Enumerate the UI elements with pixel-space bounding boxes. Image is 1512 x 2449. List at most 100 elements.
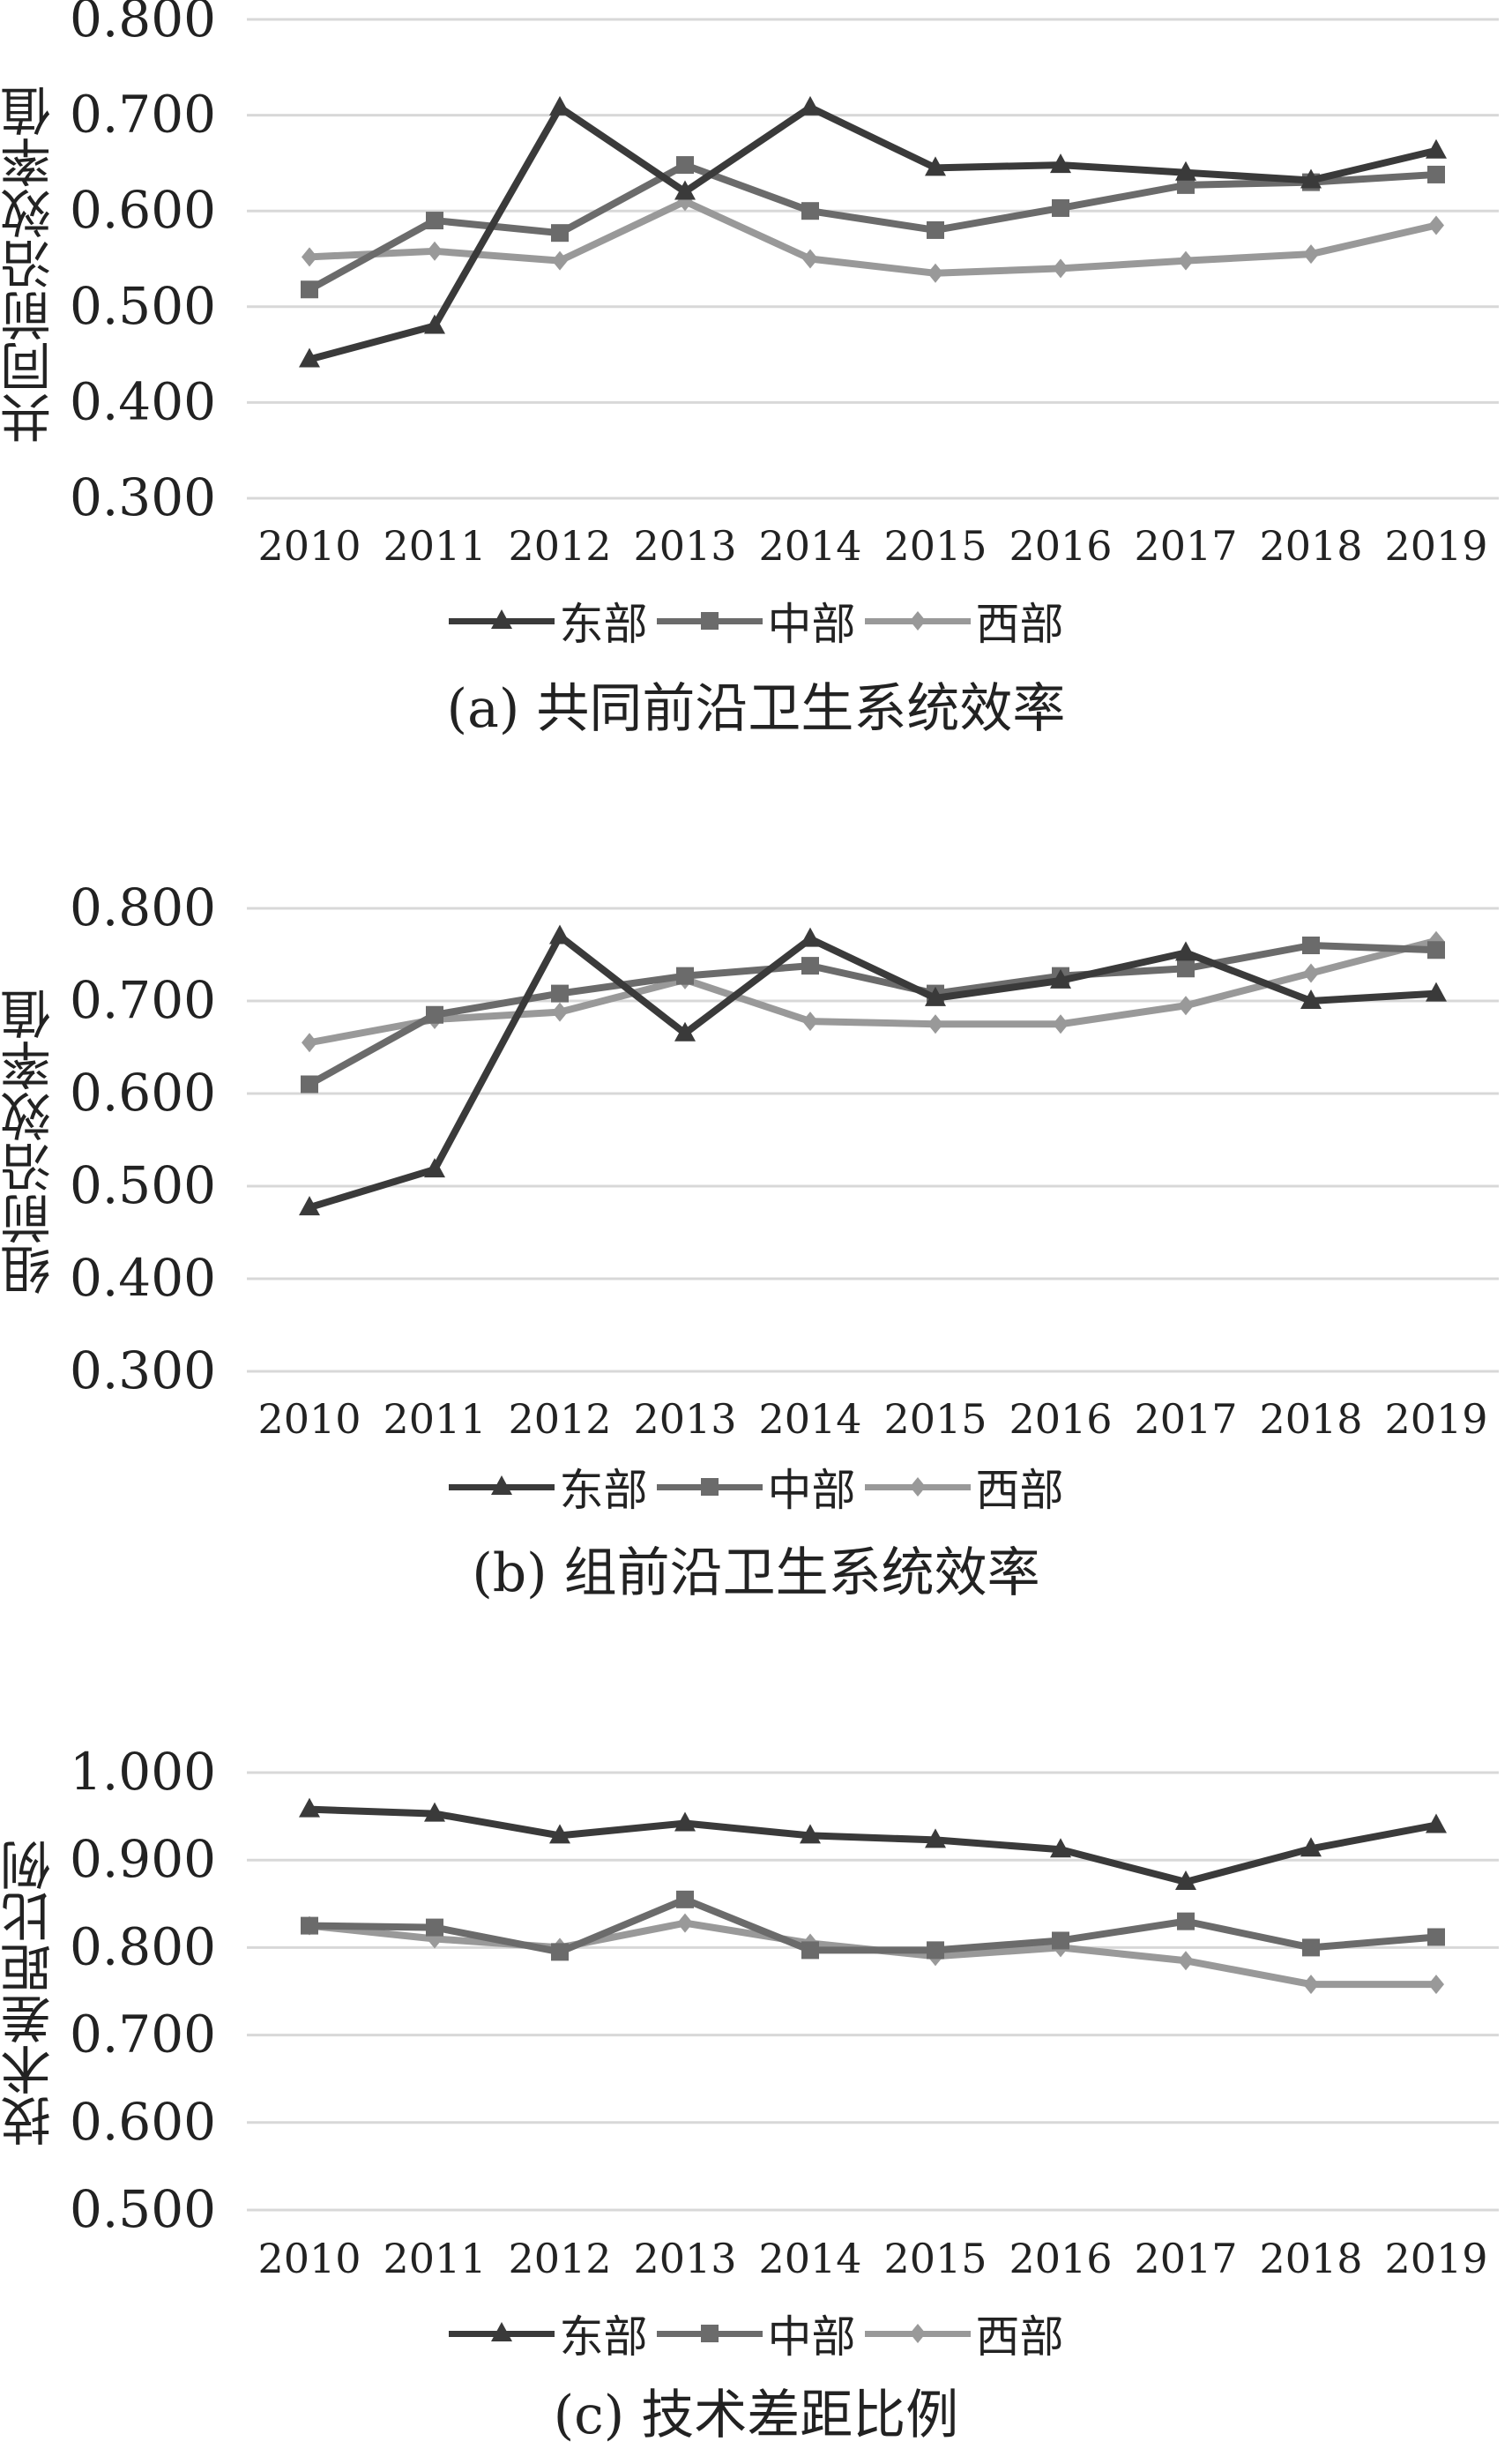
triangle-marker (299, 1196, 320, 1216)
x-tick-label: 2019 (1384, 2235, 1487, 2282)
series-line (309, 1805, 1437, 1885)
square-marker (301, 1916, 318, 1935)
x-tick-label: 2017 (1134, 522, 1237, 570)
diamond-marker (677, 1913, 693, 1933)
x-tick-label: 2017 (1134, 2235, 1237, 2282)
series-line (309, 198, 1437, 277)
diamond-marker (927, 1014, 943, 1034)
y-tick-label: 0.900 (70, 1829, 216, 1889)
triangle-marker (674, 1021, 696, 1042)
x-tick-label: 2013 (633, 1395, 736, 1443)
x-tick-label: 2011 (383, 1395, 486, 1443)
y-tick-label: 0.500 (70, 2179, 216, 2239)
triangle-marker (1175, 1870, 1196, 1890)
legend-item: 东部 (448, 2302, 648, 2365)
x-tick-label: 2015 (883, 2235, 987, 2282)
x-tick-label: 2016 (1009, 1395, 1112, 1443)
triangle-marker (490, 2322, 512, 2341)
diamond-marker (552, 250, 568, 271)
triangle-marker (1050, 968, 1071, 989)
triangle-marker (674, 1811, 696, 1832)
triangle-marker (299, 1797, 320, 1818)
legend-item: 东部 (448, 589, 648, 653)
x-tick-label: 2017 (1134, 1395, 1237, 1443)
x-tick-label: 2019 (1384, 522, 1487, 570)
chart-panel-b: 组前沿效率值 0.300 0.400 0.500 0.600 0.700 0.800 201… (0, 869, 1512, 1627)
triangle-marker (1300, 168, 1322, 189)
y-tick-label: 0.800 (70, 0, 216, 49)
square-marker (1052, 1931, 1069, 1950)
chart-caption: (c) 技术差距比例 (553, 2385, 959, 2446)
square-marker (551, 1943, 569, 1961)
y-tick-label: 0.700 (70, 2005, 216, 2064)
legend-item: 中部 (656, 2302, 856, 2365)
legend-item: 中部 (656, 1455, 856, 1519)
triangle-marker (424, 1802, 445, 1822)
x-tick-label: 2011 (383, 2235, 486, 2282)
square-marker (1302, 1938, 1320, 1957)
triangle-marker (549, 924, 570, 945)
y-tick-label: 0.400 (70, 371, 216, 431)
legend-label: 东部 (559, 599, 648, 650)
triangle-marker (549, 1824, 570, 1844)
y-tick-label: 1.000 (70, 1742, 216, 1802)
square-marker (676, 967, 694, 985)
square-marker (801, 957, 819, 975)
diamond-marker (1053, 1014, 1069, 1034)
diamond-marker (302, 1033, 317, 1053)
legend-label: 西部 (975, 1465, 1064, 1516)
triangle-marker (1300, 989, 1322, 1009)
chart-plot: 0.300 0.400 0.500 0.600 0.700 0.800 2010 2011 20… (70, 0, 1499, 570)
x-tick-label: 2013 (633, 2235, 736, 2282)
x-tick-label: 2014 (758, 522, 861, 570)
diamond-marker (802, 1012, 818, 1032)
legend-swatch (448, 2316, 555, 2351)
triangle-marker (1426, 138, 1447, 159)
y-tick-label: 0.600 (70, 2092, 216, 2152)
chart-panel-a: 共同前沿效率值 0.300 0.400 0.500 0.600 0.700 0.800 20… (0, 0, 1512, 758)
legend-label: 东部 (559, 2311, 648, 2363)
square-marker (426, 212, 443, 230)
chart-panel-c: 技术差距比例 0.500 0.600 0.700 0.800 0.900 1.000 201… (0, 1728, 1512, 2446)
diamond-marker (927, 263, 943, 283)
square-marker (551, 224, 569, 243)
triangle-marker (424, 1158, 445, 1178)
diamond-marker (909, 611, 926, 631)
triangle-marker (1300, 1837, 1322, 1857)
triangle-marker (1175, 161, 1196, 181)
legend: 东部 中部 西部 (0, 2302, 1512, 2365)
x-tick-label: 2018 (1259, 2235, 1362, 2282)
diamond-marker (552, 1002, 568, 1022)
series-line (309, 937, 1438, 1047)
square-marker (301, 280, 318, 299)
triangle-marker (925, 986, 946, 1006)
square-marker (927, 1941, 944, 1960)
y-tick-label: 0.800 (70, 1916, 216, 1976)
legend-item: 西部 (864, 589, 1064, 653)
legend-item: 中部 (656, 589, 856, 653)
legend-label: 西部 (975, 2311, 1064, 2363)
diamond-marker (1303, 963, 1319, 983)
legend-swatch (448, 1469, 555, 1504)
triangle-marker (1175, 941, 1196, 961)
legend-item: 西部 (864, 1455, 1064, 1519)
legend-swatch (656, 2316, 763, 2351)
diamond-marker (302, 247, 317, 267)
triangle-marker (1050, 153, 1071, 174)
chart-caption: (b) 组前沿卫生系统效率 (472, 1542, 1040, 1604)
triangle-marker (800, 1824, 821, 1844)
x-tick-label: 2012 (508, 2235, 611, 2282)
triangle-marker (299, 347, 320, 368)
x-tick-label: 2018 (1259, 1395, 1362, 1443)
x-tick-label: 2014 (758, 2235, 861, 2282)
diamond-marker (1428, 1975, 1444, 1995)
diamond-marker (427, 241, 443, 261)
square-marker (426, 1918, 443, 1937)
square-marker (1427, 1928, 1445, 1946)
diamond-marker (909, 2324, 926, 2343)
diamond-marker (1303, 1975, 1319, 1995)
diamond-marker (427, 1929, 443, 1949)
square-marker (426, 1005, 443, 1024)
chart-caption: (a) 共同前沿卫生系统效率 (446, 678, 1066, 740)
square-marker (1427, 941, 1445, 959)
